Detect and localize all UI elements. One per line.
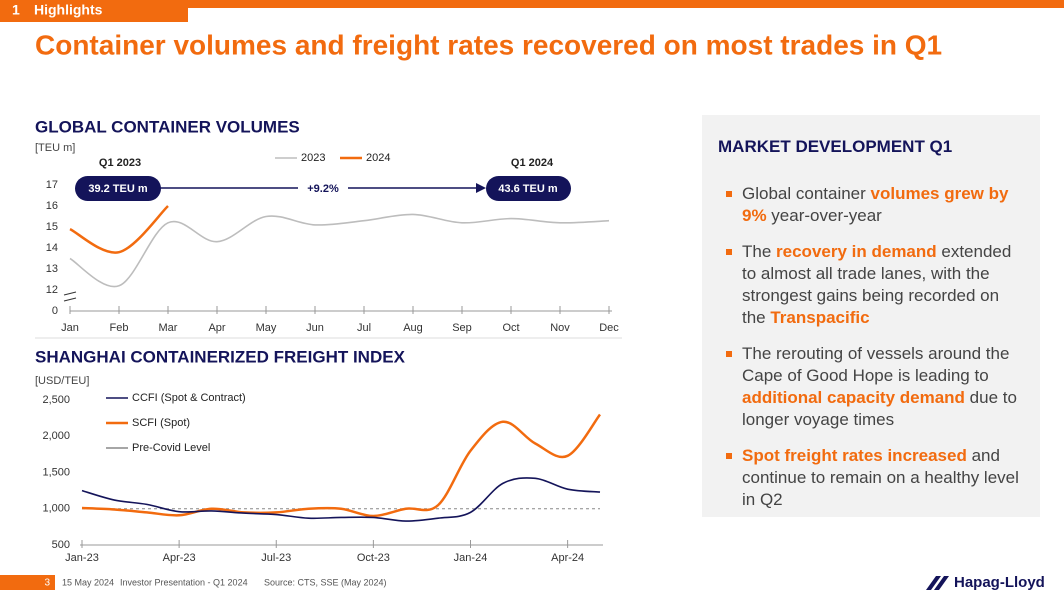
- x-tick-label: Dec: [599, 322, 619, 334]
- logo: Hapag-Lloyd: [954, 574, 1045, 591]
- chart-title: GLOBAL CONTAINER VOLUMES: [35, 117, 300, 136]
- bullet-text: and continue to remain on a healthy leve…: [742, 446, 1019, 509]
- pill: [75, 176, 161, 201]
- x-tick-label: Mar: [159, 322, 178, 334]
- page-number: 3: [44, 578, 50, 589]
- chart-title: SHANGHAI CONTAINERIZED FREIGHT INDEX: [35, 347, 406, 366]
- bullet-text: year-over-year: [766, 206, 882, 225]
- series-line: [81, 477, 601, 522]
- panel-title: MARKET DEVELOPMENT Q1: [718, 137, 953, 156]
- annotation: +9.2%: [307, 183, 339, 195]
- bullet-text: The: [742, 242, 777, 261]
- x-tick-label: Jul: [357, 322, 371, 334]
- footer-presentation: Investor Presentation - Q1 2024: [120, 577, 248, 587]
- footer-date: 15 May 2024: [62, 577, 114, 587]
- bullet-text: extended to almost all trade lanes, with…: [742, 242, 1012, 327]
- y-tick-label: 0: [52, 305, 58, 317]
- page-box: [0, 575, 55, 590]
- market-panel: MARKET DEVELOPMENT Q1 Global container v…: [702, 115, 1040, 517]
- y-tick-label: 12: [46, 284, 58, 296]
- bullet-text: Global container: [742, 184, 871, 203]
- series-line: [81, 413, 602, 518]
- y-unit: [USD/TEU]: [35, 375, 89, 387]
- x-tick-label: Jan: [61, 322, 79, 334]
- y-tick-label: 1,000: [42, 503, 70, 515]
- x-tick-label: Jan-24: [454, 552, 488, 564]
- highlight-text: Spot freight rates increased: [742, 446, 967, 465]
- axis-break: [63, 291, 77, 296]
- x-tick-label: Aug: [403, 322, 423, 334]
- x-tick-label: Sep: [452, 322, 472, 334]
- y-tick-label: 2,500: [42, 394, 70, 406]
- y-tick-label: 500: [52, 539, 70, 551]
- section-number: 1: [12, 2, 20, 18]
- y-tick-label: 14: [46, 242, 58, 254]
- highlight-text: volumes grew by 9%: [742, 184, 1009, 225]
- arrow-head: [476, 183, 486, 193]
- annotation: Q1 2024: [511, 157, 554, 169]
- bullet-text: The rerouting of vessels around the Cape…: [742, 344, 1010, 385]
- x-tick-label: Apr-24: [551, 552, 584, 564]
- x-tick-label: May: [256, 322, 277, 334]
- y-tick-label: 17: [46, 179, 58, 191]
- bullet-list: Global container volumes grew by 9% year…: [718, 183, 1026, 511]
- bullet: The recovery in demand extended to almos…: [718, 241, 1026, 329]
- highlight-text: additional capacity demand: [742, 388, 965, 407]
- slide-title: Container volumes and freight rates reco…: [35, 29, 942, 60]
- top-bar: [0, 0, 1064, 8]
- section-tab: [0, 0, 188, 22]
- annotation: 43.6 TEU m: [498, 183, 558, 195]
- y-tick-label: 13: [46, 263, 58, 275]
- x-tick-label: Apr: [208, 322, 225, 334]
- axis-break: [63, 297, 77, 302]
- logo-icon: [926, 576, 949, 590]
- x-tick-label: Jun: [306, 322, 324, 334]
- y-tick-label: 15: [46, 221, 58, 233]
- series-line: [69, 213, 610, 288]
- legend-label: CCFI (Spot & Contract): [132, 392, 246, 404]
- annotation: Q1 2023: [99, 157, 141, 169]
- y-tick-label: 16: [46, 200, 58, 212]
- footer-source: Source: CTS, SSE (May 2024): [264, 577, 387, 587]
- section-name: Highlights: [34, 2, 103, 18]
- y-unit: [TEU m]: [35, 142, 75, 154]
- x-tick-label: Jul-23: [261, 552, 291, 564]
- bullet: The rerouting of vessels around the Cape…: [718, 343, 1026, 431]
- y-tick-label: 1,500: [42, 466, 70, 478]
- pill: [486, 176, 571, 201]
- annotation: 39.2 TEU m: [88, 183, 148, 195]
- x-tick-label: Feb: [110, 322, 129, 334]
- bullet: Global container volumes grew by 9% year…: [718, 183, 1026, 227]
- bullet: Spot freight rates increased and continu…: [718, 445, 1026, 511]
- x-tick-label: Nov: [550, 322, 570, 334]
- highlight-text: recovery in demand: [776, 242, 937, 261]
- highlight-text: Transpacific: [770, 308, 870, 327]
- series-line: [69, 205, 169, 254]
- x-tick-label: Apr-23: [163, 552, 196, 564]
- y-tick-label: 2,000: [42, 430, 70, 442]
- legend-label: 2024: [366, 152, 390, 164]
- legend-label: SCFI (Spot): [132, 417, 190, 429]
- x-tick-label: Oct: [502, 322, 519, 334]
- x-tick-label: Oct-23: [357, 552, 390, 564]
- legend-label: Pre-Covid Level: [132, 442, 210, 454]
- x-tick-label: Jan-23: [65, 552, 99, 564]
- legend-label: 2023: [301, 152, 325, 164]
- bullet-text: due to longer voyage times: [742, 388, 1017, 429]
- change-bg: [298, 180, 348, 196]
